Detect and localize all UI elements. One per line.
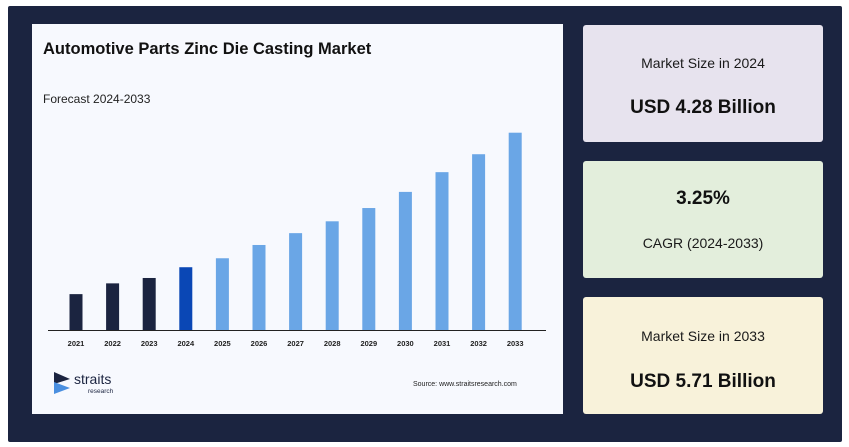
market-size-2033-value: USD 5.71 Billion [630, 371, 776, 392]
bar-2026 [252, 244, 266, 330]
x-tick-label-2022: 2022 [104, 339, 121, 348]
bar-2023 [142, 277, 156, 330]
x-tick-label-2033: 2033 [507, 339, 524, 348]
bar-2021 [69, 294, 83, 330]
x-tick-label-2028: 2028 [324, 339, 341, 348]
x-tick-label-2024: 2024 [177, 339, 195, 348]
x-tick-label-2023: 2023 [141, 339, 158, 348]
cagr-label: CAGR (2024-2033) [642, 235, 764, 251]
x-tick-label-2030: 2030 [397, 339, 414, 348]
bar-2025 [215, 258, 229, 330]
market-size-2033-card: Market Size in 2033 USD 5.71 Billion [583, 297, 823, 414]
market-size-2024-label: Market Size in 2024 [641, 55, 765, 71]
bar-2022 [106, 283, 120, 330]
bar-2028 [325, 221, 339, 330]
bar-2031 [435, 172, 449, 330]
bar-2027 [289, 233, 303, 330]
chart-card: Automotive Parts Zinc Die Casting Market… [32, 24, 563, 414]
logo-icon [54, 372, 70, 394]
x-tick-label-2026: 2026 [251, 339, 268, 348]
x-tick-label-2031: 2031 [434, 339, 451, 348]
cagr-card: 3.25% CAGR (2024-2033) [583, 161, 823, 278]
source-note: Source: www.straitsresearch.com [413, 381, 517, 388]
x-tick-label-2021: 2021 [68, 339, 85, 348]
logo-name: straits [74, 371, 112, 387]
bar-chart: 2021 2022 2023 2024 2025 2026 2027 2028 2029 2030… [48, 132, 546, 348]
bar-2032 [472, 154, 486, 330]
chart-subtitle: Forecast 2024-2033 [43, 92, 151, 106]
x-tick-label-2025: 2025 [214, 339, 231, 348]
x-tick-label-2032: 2032 [470, 339, 487, 348]
bar-2024 [179, 267, 193, 330]
bar-2033 [508, 132, 522, 330]
cagr-value: 3.25% [676, 188, 730, 209]
chart-title: Automotive Parts Zinc Die Casting Market [43, 40, 372, 58]
market-size-2024-value: USD 4.28 Billion [630, 97, 776, 118]
x-tick-label-2029: 2029 [360, 339, 377, 348]
x-tick-label-2027: 2027 [287, 339, 304, 348]
bar-2029 [362, 208, 376, 330]
logo-sub: research [88, 388, 114, 395]
market-size-2033-label: Market Size in 2033 [641, 328, 765, 344]
market-size-2024-card: Market Size in 2024 USD 4.28 Billion [583, 25, 823, 142]
straits-logo: straits research [52, 370, 152, 400]
bar-2030 [398, 191, 412, 330]
